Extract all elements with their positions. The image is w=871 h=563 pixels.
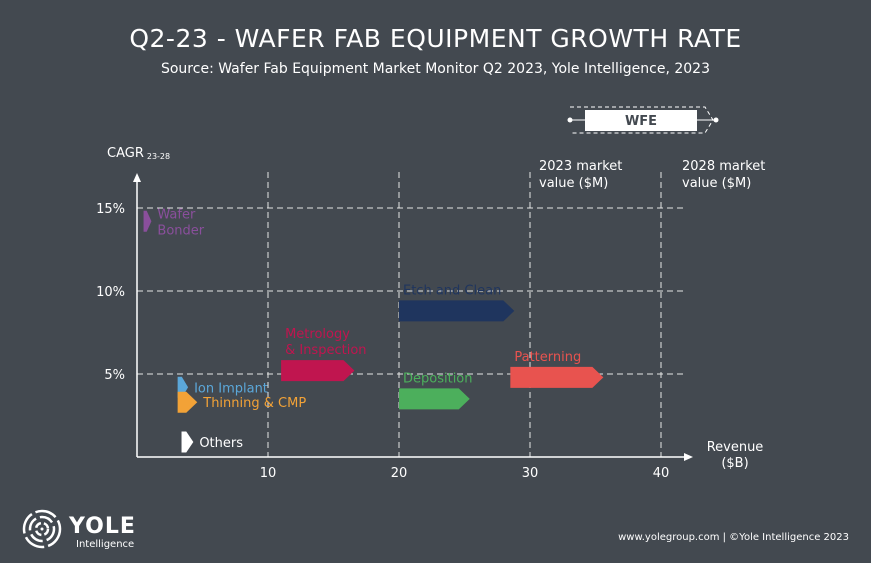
series-label-metrology-inspection-1: Metrology: [285, 327, 350, 342]
series-label-thinning-cmp: Thinning & CMP: [202, 396, 306, 411]
x-tick-label-20: 20: [391, 466, 408, 481]
y-tick-label-5: 5%: [104, 368, 125, 383]
series-bar-patterning: [510, 366, 604, 388]
series-bar-thinning-cmp: [177, 391, 198, 413]
x-axis-label-line1: Revenue: [707, 440, 764, 455]
y-tick-label-10: 10%: [96, 285, 125, 300]
series-label-wafer-bonder-1: Wafer: [157, 207, 196, 222]
series-bar-etch-and-clean: [399, 300, 515, 322]
wfe-legend-end-dot: [713, 117, 719, 123]
series-label-others: Others: [199, 436, 243, 451]
yole-logo-icon: [22, 509, 62, 549]
wfe-end-label-line1: 2028 market: [682, 159, 765, 174]
wfe-end-label-line2: value ($M): [682, 176, 751, 191]
x-axis-arrow: [684, 453, 693, 461]
x-tick-label-10: 10: [260, 466, 277, 481]
chart-subtitle: Source: Wafer Fab Equipment Market Monit…: [160, 61, 710, 77]
series-bar-deposition: [399, 388, 470, 410]
footer-credit: www.yolegroup.com | ©Yole Intelligence 2…: [618, 532, 849, 543]
axes: CAGR 23-28 Revenue ($B): [107, 146, 763, 471]
y-tick-label-15: 15%: [96, 202, 125, 217]
wfe-start-label-line2: value ($M): [539, 176, 608, 191]
wfe-legend: WFE 2023 market value ($M) 2028 market v…: [539, 106, 765, 191]
series-bar-wafer-bonder: [143, 210, 152, 232]
series-label-etch-and-clean: Etch and Clean: [403, 283, 501, 298]
series-label-patterning: Patterning: [514, 350, 581, 365]
series-label-ion-implant: Ion Implant: [194, 381, 268, 396]
yole-logo-wordmark: YOLE: [68, 514, 136, 539]
series-bar-metrology-inspection: [281, 360, 355, 382]
ticks: 5% 10% 15% 10 20 30 40: [96, 202, 669, 481]
series-label-wafer-bonder-2: Bonder: [157, 223, 204, 238]
series-bar-others: [181, 431, 194, 453]
series-label-metrology-inspection-2: & Inspection: [285, 343, 366, 358]
y-axis-arrow: [133, 173, 141, 182]
x-tick-label-30: 30: [522, 466, 539, 481]
y-axis-label: CAGR 23-28: [107, 146, 170, 161]
wfe-legend-box: [585, 110, 697, 131]
series-label-deposition: Deposition: [403, 371, 473, 386]
chart-title: Q2-23 - WAFER FAB EQUIPMENT GROWTH RATE: [129, 24, 742, 53]
yole-logo: YOLE Intelligence: [22, 509, 136, 550]
wfe-legend-start-dot: [567, 117, 573, 123]
wfe-legend-label: WFE: [625, 114, 657, 129]
x-tick-label-40: 40: [653, 466, 670, 481]
x-axis-label-line2: ($B): [721, 456, 748, 471]
yole-logo-sub: Intelligence: [76, 539, 134, 550]
wfe-start-label-line1: 2023 market: [539, 159, 622, 174]
